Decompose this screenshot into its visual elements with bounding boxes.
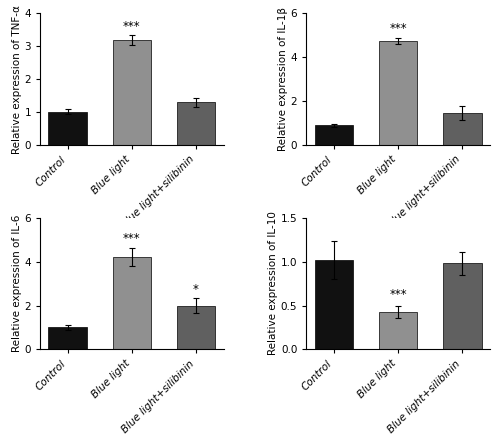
Y-axis label: Relative expression of IL-10: Relative expression of IL-10	[268, 211, 278, 356]
Bar	[379, 312, 418, 349]
Y-axis label: Relative expression of IL-1β: Relative expression of IL-1β	[278, 7, 288, 151]
Bar	[379, 41, 418, 145]
Bar	[443, 113, 482, 145]
Bar	[177, 306, 216, 349]
Bar	[112, 257, 151, 349]
Bar	[48, 327, 87, 349]
Bar	[112, 40, 151, 145]
Text: ***: ***	[390, 22, 407, 35]
Y-axis label: Relative expression of TNF-α: Relative expression of TNF-α	[12, 5, 22, 154]
Bar	[314, 260, 353, 349]
Bar	[314, 125, 353, 145]
Text: ***: ***	[123, 20, 140, 33]
Bar	[177, 103, 216, 145]
Bar	[443, 263, 482, 349]
Y-axis label: Relative expression of IL-6: Relative expression of IL-6	[12, 215, 22, 352]
Text: ***: ***	[123, 232, 140, 245]
Bar	[48, 112, 87, 145]
Text: ***: ***	[390, 288, 407, 301]
Text: *: *	[193, 283, 199, 296]
